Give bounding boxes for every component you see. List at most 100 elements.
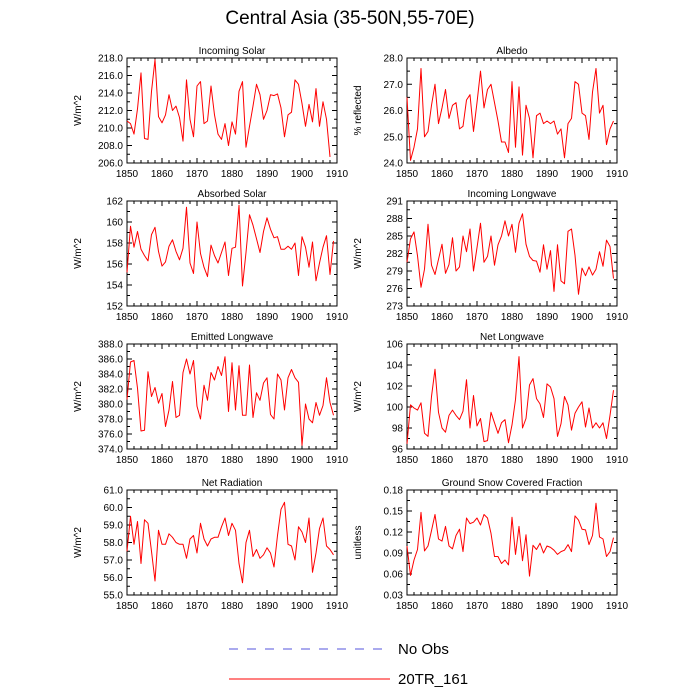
panel-5-xtick-label: 1880 <box>221 455 244 466</box>
panel-4-xtick-label: 1850 <box>396 312 419 323</box>
panel-6-ytick-label: 98 <box>392 424 404 435</box>
panel-7-ytick-label: 60.0 <box>104 503 124 514</box>
panel-3-ytick-label: 152 <box>106 302 123 313</box>
panel-5-ytick-label: 374.0 <box>98 445 123 456</box>
panel-8-xtick-label: 1910 <box>606 601 629 612</box>
panel-3-xtick-label: 1850 <box>116 312 139 323</box>
panel-7-xtick-label: 1880 <box>221 601 244 612</box>
panel-5-ytick-label: 382.0 <box>98 385 123 396</box>
panel-2-xtick-label: 1870 <box>466 169 489 180</box>
panel-8-xtick-label: 1880 <box>501 601 524 612</box>
panel-5-xtick-label: 1900 <box>291 455 314 466</box>
panel-8-title: Ground Snow Covered Fraction <box>442 478 583 489</box>
panel-3-series-line <box>126 204 334 287</box>
panel-2-ytick-label: 25.0 <box>384 132 404 143</box>
panel-4-ytick-label: 288 <box>386 214 403 225</box>
panel-8-ytick-label: 0.03 <box>384 591 404 602</box>
legend-label-2: 20TR_161 <box>398 671 468 688</box>
panel-2-ytick-label: 28.0 <box>384 54 404 65</box>
panel-5-ytick-label: 378.0 <box>98 415 123 426</box>
panel-7-ylabel: W/m^2 <box>73 527 84 558</box>
panel-8-ytick-label: 0.18 <box>384 486 404 497</box>
panel-1-title: Incoming Solar <box>199 46 266 57</box>
panel-8-ytick-label: 0.09 <box>384 549 404 560</box>
panel-2-ytick-label: 26.0 <box>384 106 404 117</box>
panel-6-title: Net Longwave <box>480 332 544 343</box>
panel-1-ylabel: W/m^2 <box>73 95 84 126</box>
panel-7-xtick-label: 1860 <box>151 601 174 612</box>
panel-1-xtick-label: 1860 <box>151 169 174 180</box>
panel-4-ytick-label: 276 <box>386 284 403 295</box>
panel-1-xtick-label: 1900 <box>291 169 314 180</box>
panel-3-xtick-label: 1900 <box>291 312 314 323</box>
panel-4-xtick-label: 1870 <box>466 312 489 323</box>
panel-3-ytick-label: 160 <box>106 218 123 229</box>
panel-3-ylabel: W/m^2 <box>73 238 84 269</box>
panel-6-xtick-label: 1900 <box>571 455 594 466</box>
panel-4-xtick-label: 1900 <box>571 312 594 323</box>
panel-4-ylabel: W/m^2 <box>353 238 364 269</box>
panel-5-title: Emitted Longwave <box>191 332 274 343</box>
panel-4-ytick-label: 285 <box>386 232 403 243</box>
panel-1-ytick-label: 212.0 <box>98 106 123 117</box>
panel-2-ylabel: % reflected <box>353 85 364 135</box>
panel-4-ytick-label: 279 <box>386 267 403 278</box>
panel-1-xtick-label: 1880 <box>221 169 244 180</box>
panel-1-xtick-label: 1870 <box>186 169 209 180</box>
panel-7-ytick-label: 57.0 <box>104 556 124 567</box>
panel-1-ytick-label: 208.0 <box>98 141 123 152</box>
panel-5-ytick-label: 376.0 <box>98 430 123 441</box>
panel-2-xtick-label: 1890 <box>536 169 559 180</box>
panel-2-ytick-label: 24.0 <box>384 159 404 170</box>
panel-7-xtick-label: 1900 <box>291 601 314 612</box>
panel-6-frame <box>406 343 618 450</box>
panel-4-ytick-label: 282 <box>386 249 403 260</box>
panel-5-xtick-label: 1870 <box>186 455 209 466</box>
panel-7-ytick-label: 58.0 <box>104 538 124 549</box>
panel-5-ytick-label: 380.0 <box>98 400 123 411</box>
panel-8-xtick-label: 1860 <box>431 601 454 612</box>
panel-7-xtick-label: 1890 <box>256 601 279 612</box>
panel-5-xtick-label: 1910 <box>326 455 349 466</box>
panel-7-xtick-label: 1910 <box>326 601 349 612</box>
panel-8-series-line <box>406 502 614 577</box>
panel-6-xtick-label: 1870 <box>466 455 489 466</box>
panel-3-xtick-label: 1880 <box>221 312 244 323</box>
panel-5-ylabel: W/m^2 <box>73 381 84 412</box>
panel-4-frame <box>406 200 618 307</box>
panel-3-xtick-label: 1860 <box>151 312 174 323</box>
panel-5-xtick-label: 1860 <box>151 455 174 466</box>
panel-8-ylabel: unitless <box>353 526 364 560</box>
panel-7-xtick-label: 1870 <box>186 601 209 612</box>
panel-4-xtick-label: 1860 <box>431 312 454 323</box>
panel-1-ytick-label: 216.0 <box>98 71 123 82</box>
panel-1-xtick-label: 1850 <box>116 169 139 180</box>
panel-6-xtick-label: 1880 <box>501 455 524 466</box>
panel-8-frame <box>406 489 618 596</box>
panel-2-xtick-label: 1900 <box>571 169 594 180</box>
panel-1-series-line <box>126 59 331 157</box>
panel-3-ytick-label: 158 <box>106 239 123 250</box>
panel-4-xtick-label: 1910 <box>606 312 629 323</box>
panel-4-xtick-label: 1890 <box>536 312 559 323</box>
panel-6-ylabel: W/m^2 <box>353 381 364 412</box>
panel-5-ytick-label: 388.0 <box>98 340 123 351</box>
panel-2-xtick-label: 1860 <box>431 169 454 180</box>
panel-5-series-line <box>126 356 334 446</box>
panel-8-ytick-label: 0.06 <box>384 570 404 581</box>
panel-7-series-line <box>126 501 334 584</box>
panel-6-xtick-label: 1910 <box>606 455 629 466</box>
panel-2-xtick-label: 1850 <box>396 169 419 180</box>
legend-label-1: No Obs <box>398 641 449 658</box>
panel-7-title: Net Radiation <box>202 478 263 489</box>
panel-6-xtick-label: 1860 <box>431 455 454 466</box>
panel-4-ytick-label: 273 <box>386 302 403 313</box>
panel-7-ytick-label: 61.0 <box>104 486 124 497</box>
panel-1-ytick-label: 218.0 <box>98 54 123 65</box>
panel-6-series-line <box>406 356 614 444</box>
panel-6-ytick-label: 100 <box>386 403 403 414</box>
panel-1-xtick-label: 1910 <box>326 169 349 180</box>
panel-3-title: Absorbed Solar <box>198 189 268 200</box>
panel-8-xtick-label: 1870 <box>466 601 489 612</box>
panel-1-xtick-label: 1890 <box>256 169 279 180</box>
